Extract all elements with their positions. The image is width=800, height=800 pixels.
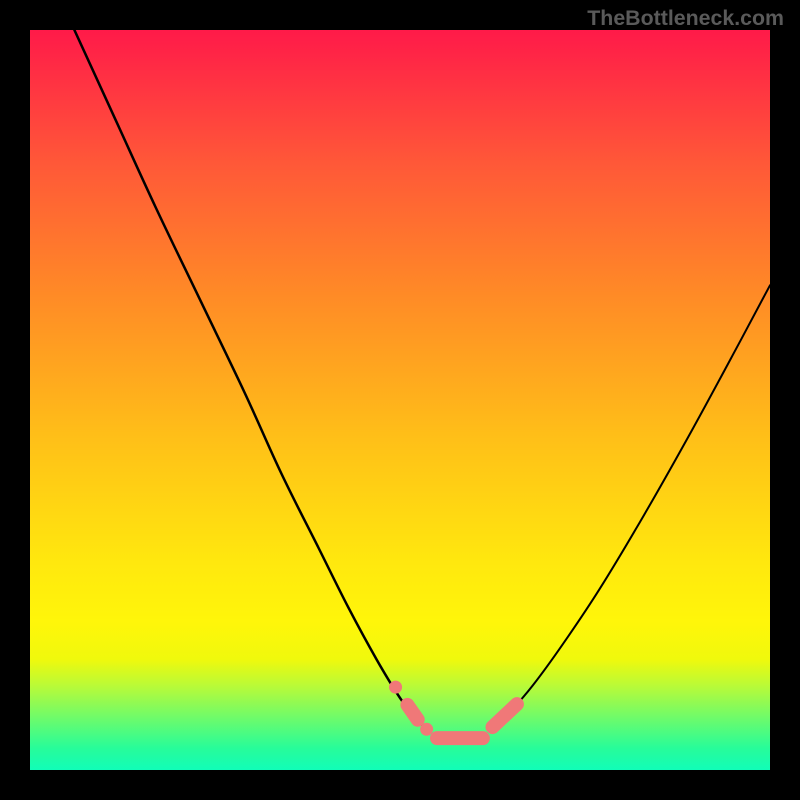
bottleneck-curve-chart [0,0,800,800]
marker-dot [389,681,402,694]
plot-background [30,30,770,770]
marker-dot [420,723,433,736]
chart-frame: TheBottleneck.com [0,0,800,800]
watermark-text: TheBottleneck.com [587,6,784,31]
marker-capsule [407,705,417,720]
